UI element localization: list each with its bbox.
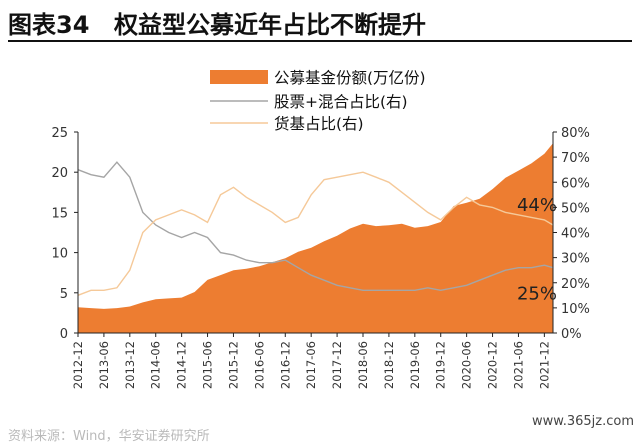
x-tick-label: 2017-12: [330, 341, 344, 389]
x-tick-label: 2013-12: [123, 341, 137, 389]
title-underline: [8, 40, 632, 42]
x-tick-label: 2016-06: [252, 341, 266, 389]
y-tick-label-right: 60%: [561, 176, 590, 191]
area-layer: [78, 143, 553, 333]
legend-label-equity-share: 股票+混合占比(右): [274, 93, 408, 111]
x-tick-label: 2017-06: [304, 341, 318, 389]
axis-layer: 0 5 10 15 20 25 0% 10% 20% 30% 40% 50% 60% 70% 80% 2012…: [51, 126, 589, 389]
x-tick-label: 2020-06: [460, 341, 474, 389]
y-tick-label-left: 15: [51, 206, 68, 221]
legend-swatch-fund-size: [210, 70, 268, 84]
x-tick-label: 2015-06: [201, 341, 215, 389]
x-tick-label: 2018-12: [382, 341, 396, 389]
line-layer: [77, 161, 554, 296]
y-tick-label-right: 40%: [561, 227, 590, 242]
y-tick-label-left: 5: [60, 287, 68, 302]
x-tick-label: 2012-12: [71, 341, 85, 389]
x-tick-label: 2019-12: [434, 341, 448, 389]
y-tick-label-right: 20%: [561, 277, 590, 292]
series-money-share-line: [77, 171, 554, 296]
x-tick-label: 2014-12: [175, 341, 189, 389]
series-fund-size-area: [78, 143, 553, 333]
annotation-label: 44%: [517, 195, 557, 216]
y-tick-label-right: 50%: [561, 201, 590, 216]
x-tick-label: 2021-12: [537, 341, 551, 389]
source-note: 资料来源：Wind，华安证券研究所: [8, 429, 210, 444]
y-tick-label-right: 10%: [561, 302, 590, 317]
x-tick-label: 2014-06: [149, 341, 163, 389]
y-tick-label-left: 10: [51, 247, 68, 262]
annotation-label: 25%: [517, 284, 557, 305]
x-tick-label: 2019-06: [408, 341, 422, 389]
legend-label-money-share: 货基占比(右): [274, 115, 364, 133]
x-tick-label: 2018-06: [356, 341, 370, 389]
x-tick-label: 2020-12: [486, 341, 500, 389]
y-tick-label-left: 25: [51, 126, 68, 141]
y-tick-label-left: 0: [60, 327, 68, 342]
x-tick-label: 2013-06: [97, 341, 111, 389]
y-tick-label-right: 70%: [561, 151, 590, 166]
figure-label: 图表34: [8, 11, 90, 39]
x-tick-label: 2021-06: [512, 341, 526, 389]
series-equity-share-line: [77, 161, 554, 292]
legend-label-fund-size: 公募基金份额(万亿份): [274, 69, 426, 87]
watermark: www.365jz.com: [532, 414, 634, 429]
figure-title-bar: 图表34 权益型公募近年占比不断提升: [0, 0, 640, 46]
y-tick-label-right: 0%: [561, 327, 582, 342]
legend: 公募基金份额(万亿份) 股票+混合占比(右) 货基占比(右): [210, 69, 426, 133]
annotations: 44% 25%: [517, 195, 557, 305]
y-tick-label-right: 80%: [561, 126, 590, 141]
chart-canvas: 0 5 10 15 20 25 0% 10% 20% 30% 40% 50% 60% 70% 80% 2012…: [51, 69, 589, 389]
figure-title: 权益型公募近年占比不断提升: [114, 11, 426, 39]
y-tick-label-left: 20: [51, 166, 68, 181]
x-tick-label: 2016-12: [278, 341, 292, 389]
x-tick-label: 2015-12: [227, 341, 241, 389]
y-tick-label-right: 30%: [561, 252, 590, 267]
